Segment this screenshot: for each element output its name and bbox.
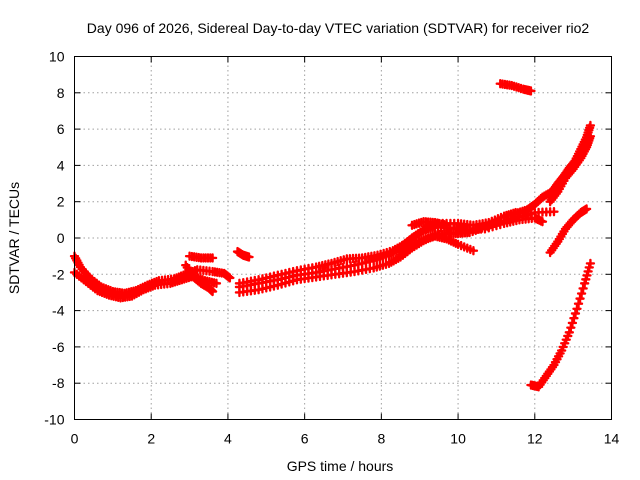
y-tick-label: -8 [52, 375, 65, 391]
data-point-plus [578, 283, 588, 294]
data-point-plus [566, 322, 576, 333]
series-layer [69, 79, 596, 392]
plot-frame [74, 56, 612, 420]
x-axis-label: GPS time / hours [287, 458, 394, 474]
data-point-plus [567, 318, 578, 328]
data-point-plus [575, 293, 585, 304]
x-tick-label: 4 [224, 431, 232, 447]
y-axis-label: SDTVAR / TECUs [6, 182, 22, 294]
x-tick-label: 2 [147, 431, 155, 447]
data-point-plus [441, 220, 452, 230]
y-tick-label: -10 [44, 412, 64, 428]
data-point-plus [211, 278, 222, 289]
data-point-plus [576, 288, 587, 299]
x-tick-label: 0 [71, 431, 79, 447]
chart-title: Day 096 of 2026, Sidereal Day-to-day VTE… [87, 20, 590, 36]
series-track-o-line [529, 262, 592, 388]
data-point-plus [585, 131, 596, 142]
y-tick-label: 10 [49, 49, 65, 65]
y-tick-label: -2 [52, 266, 65, 282]
data-point-plus [585, 258, 596, 269]
x-tick-label: 8 [377, 431, 385, 447]
y-tick-label: -4 [52, 303, 65, 319]
y-tick-label: -6 [52, 339, 65, 355]
x-tick-label: 10 [450, 431, 466, 447]
y-tick-label: 8 [57, 85, 65, 101]
x-tick-label: 14 [604, 431, 620, 447]
data-point-plus [581, 204, 592, 214]
y-tick-label: 2 [57, 194, 65, 210]
data-point-plus [569, 313, 579, 323]
data-point-plus [549, 206, 559, 217]
data-point-plus [225, 273, 235, 283]
data-point-plus [585, 120, 596, 131]
tick-layer: 0 2 4 6 8 10 12 14 -10 -8 -6 -4 -2 0 2 4 6 8 10 [44, 49, 619, 447]
y-tick-label: 4 [57, 157, 65, 173]
data-point-plus [468, 246, 479, 256]
x-tick-label: 6 [301, 431, 309, 447]
data-point-plus [570, 308, 581, 319]
grid-layer [74, 56, 612, 420]
data-point-plus [564, 327, 575, 338]
data-point-plus [573, 299, 584, 309]
data-point-plus [537, 216, 548, 227]
data-point-plus [244, 252, 254, 262]
y-tick-label: 0 [57, 230, 65, 246]
data-point-plus [526, 86, 536, 96]
data-point-plus [572, 304, 582, 314]
y-tick-label: 6 [57, 121, 65, 137]
x-tick-label: 12 [527, 431, 543, 447]
data-point-plus [207, 253, 218, 263]
data-point-plus [207, 286, 218, 297]
